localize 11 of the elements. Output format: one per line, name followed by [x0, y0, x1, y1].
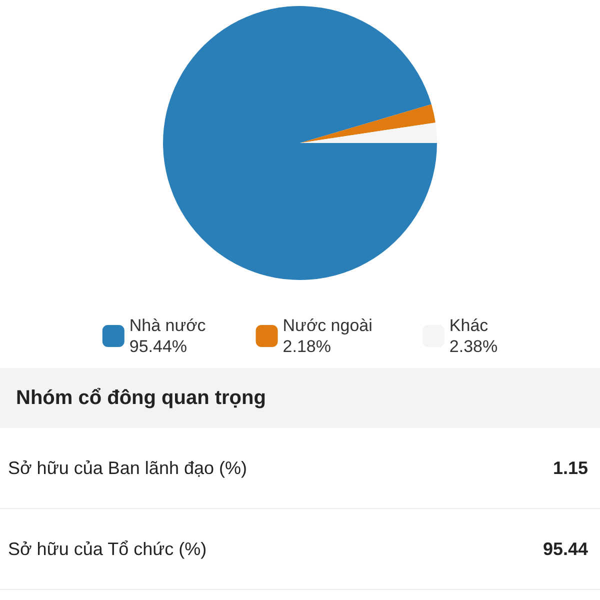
text: Sở hữu của Tổ chức (%): [8, 538, 207, 560]
text: Nhóm cổ đông quan trọng: [0, 368, 600, 428]
data-label: 2.18%: [282, 337, 331, 356]
legend-label: Nhà nước: [129, 316, 206, 335]
legend-label: Nước ngoài: [282, 316, 372, 335]
data-label: 2.38%: [449, 337, 498, 356]
data-label: 95.44%: [129, 337, 188, 356]
text: 1.15: [552, 458, 588, 478]
text: Sở hữu của Ban lãnh đạo (%): [8, 458, 247, 478]
text: 95.44: [542, 538, 588, 560]
legend-label: Khác: [449, 316, 489, 335]
